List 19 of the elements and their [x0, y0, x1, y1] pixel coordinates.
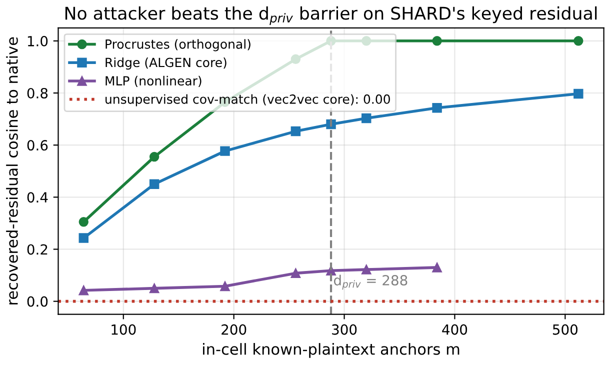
legend-label: Ridge (ALGEN core): [106, 58, 226, 70]
x-tick-label: 400: [442, 324, 468, 335]
y-tick-label: 0.0: [27, 296, 48, 307]
y-tick-label: 1.0: [28, 36, 48, 46]
x-tick-label: 200: [222, 324, 246, 335]
y-tick-label: 0.2: [27, 244, 48, 255]
ref-line-label: d$_{priv}$ = 288: [334, 274, 408, 290]
legend-label: Procrustes (orthogonal): [106, 39, 250, 52]
chart-title: No attacker beats the d$_{priv}$ barrier on SHARD's keyed residual: [65, 6, 597, 25]
x-tick-label: 300: [332, 324, 357, 335]
x-tick-label: 500: [552, 324, 578, 335]
y-axis-title: recovered-residual cosine to native: [6, 37, 18, 304]
y-tick-label: 0.4: [27, 192, 48, 203]
x-axis-title: in-cell known-plaintext anchors m: [203, 343, 460, 358]
x-tick-label: 100: [112, 324, 136, 335]
y-tick-label: 0.8: [27, 88, 48, 98]
y-tick-label: 0.6: [27, 140, 48, 151]
legend-label: MLP (nonlinear): [106, 76, 202, 87]
legend-label: unsupervised cov-match (vec2vec core): 0.00: [106, 94, 390, 106]
